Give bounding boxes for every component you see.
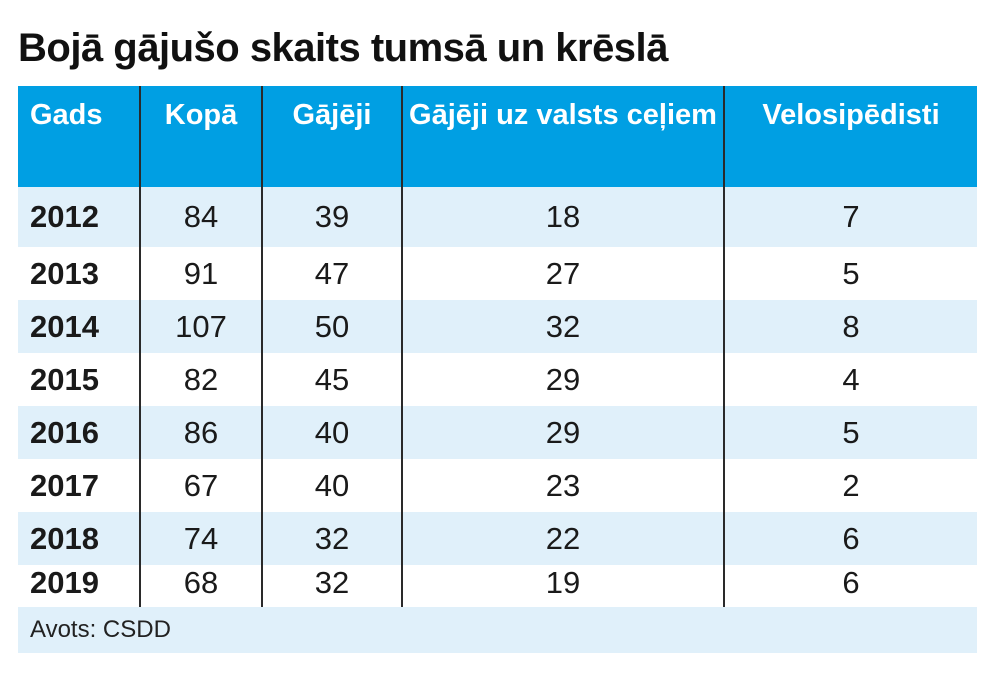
cell-total: 84: [141, 187, 263, 247]
cell-pedestrians: 32: [263, 512, 403, 565]
cell-total: 107: [141, 300, 263, 353]
cell-year: 2014: [18, 300, 141, 353]
column-header-year: Gads: [18, 86, 141, 187]
cell-year: 2017: [18, 459, 141, 512]
cell-pedestrians-state-roads: 18: [403, 187, 725, 247]
cell-total: 86: [141, 406, 263, 459]
cell-year: 2018: [18, 512, 141, 565]
cell-total: 91: [141, 247, 263, 300]
table-row: 2014 107 50 32 8: [18, 300, 977, 353]
table-row: 2016 86 40 29 5: [18, 406, 977, 459]
source-note: Avots: CSDD: [18, 607, 977, 653]
cell-pedestrians-state-roads: 32: [403, 300, 725, 353]
column-header-cyclists: Velosipēdisti: [762, 99, 940, 131]
cell-year: 2015: [18, 353, 141, 406]
table-row: 2017 67 40 23 2: [18, 459, 977, 512]
cell-year: 2016: [18, 406, 141, 459]
column-header-pedestrians: Gājēji: [263, 86, 403, 187]
cell-cyclists: 5: [842, 414, 860, 450]
cell-cyclists: 4: [842, 361, 860, 397]
cell-pedestrians: 39: [263, 187, 403, 247]
cell-cyclists: 7: [842, 199, 860, 234]
table-row: 2015 82 45 29 4: [18, 353, 977, 406]
cell-cyclists: 6: [842, 520, 860, 556]
cell-year: 2019: [18, 565, 141, 607]
cell-pedestrians: 45: [263, 353, 403, 406]
cell-cyclists: 8: [842, 308, 860, 344]
cell-pedestrians: 47: [263, 247, 403, 300]
cell-total: 82: [141, 353, 263, 406]
cell-pedestrians: 40: [263, 459, 403, 512]
cell-cyclists: 6: [842, 565, 860, 600]
data-table: Gads Kopā Gājēji Gājēji uz valsts ceļiem…: [18, 86, 977, 653]
cell-pedestrians: 50: [263, 300, 403, 353]
column-header-pedestrians-state-roads: Gājēji uz valsts ceļiem: [403, 86, 725, 187]
cell-year: 2013: [18, 247, 141, 300]
table-row: 2018 74 32 22 6: [18, 512, 977, 565]
cell-pedestrians-state-roads: 23: [403, 459, 725, 512]
cell-pedestrians-state-roads: 19: [403, 565, 725, 607]
cell-cyclists: 5: [842, 255, 860, 291]
column-header-total: Kopā: [141, 86, 263, 187]
table-header: Gads Kopā Gājēji Gājēji uz valsts ceļiem…: [18, 86, 977, 187]
table-row: 2013 91 47 27 5: [18, 247, 977, 300]
cell-cyclists: 2: [842, 467, 860, 503]
table-row: 2012 84 39 18 7: [18, 187, 977, 247]
cell-total: 74: [141, 512, 263, 565]
cell-year: 2012: [18, 187, 141, 247]
cell-pedestrians-state-roads: 27: [403, 247, 725, 300]
cell-pedestrians: 32: [263, 565, 403, 607]
table-row: 2019 68 32 19 6: [18, 565, 977, 607]
cell-pedestrians-state-roads: 29: [403, 353, 725, 406]
cell-total: 67: [141, 459, 263, 512]
cell-total: 68: [141, 565, 263, 607]
cell-pedestrians: 40: [263, 406, 403, 459]
cell-pedestrians-state-roads: 22: [403, 512, 725, 565]
table-title: Bojā gājušo skaits tumsā un krēslā: [18, 26, 668, 70]
cell-pedestrians-state-roads: 29: [403, 406, 725, 459]
